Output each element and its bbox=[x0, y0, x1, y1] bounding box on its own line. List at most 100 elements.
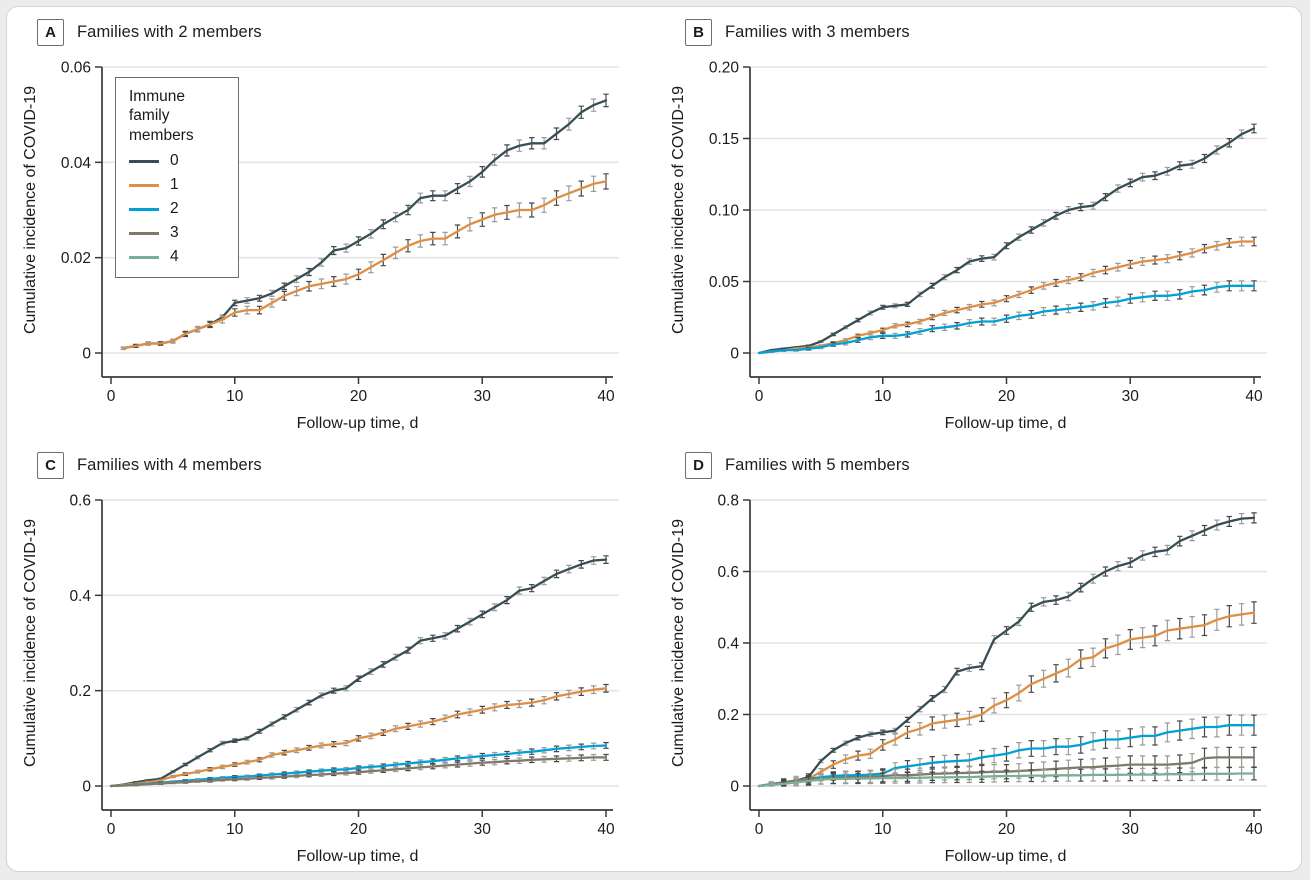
y-tick-label: 0.4 bbox=[717, 636, 739, 653]
panel-c: C Families with 4 members 0 0.2 0.4 0.6 0 10 2… bbox=[7, 440, 655, 873]
y-axis-title: Cumulative incidence of COVID-19 bbox=[670, 519, 687, 767]
y-tick-label: 0.10 bbox=[709, 203, 740, 220]
x-tick-label: 10 bbox=[874, 821, 892, 838]
panel-b-header: B Families with 3 members bbox=[685, 18, 1303, 46]
legend-swatch-line bbox=[129, 159, 159, 163]
series-line-1 bbox=[757, 611, 1256, 788]
y-tick-label: 0.4 bbox=[69, 588, 91, 605]
legend-entry: 2 bbox=[129, 200, 226, 218]
y-axis-title: Cumulative incidence of COVID-19 bbox=[22, 519, 39, 767]
panel-c-title: Families with 4 members bbox=[77, 455, 262, 474]
series-line-2 bbox=[109, 744, 608, 788]
series-line-1 bbox=[757, 240, 1256, 355]
panel-b-title: Families with 3 members bbox=[725, 22, 910, 41]
y-tick-label: 0.06 bbox=[61, 60, 91, 77]
panel-a-header: A Families with 2 members bbox=[37, 18, 655, 46]
series-line-1 bbox=[109, 687, 608, 788]
legend-entries: 0 1 2 3 4 bbox=[129, 152, 226, 266]
x-tick-label: 10 bbox=[874, 388, 892, 405]
x-tick-label: 20 bbox=[350, 821, 368, 838]
panel-d: D Families with 5 members 0 0.2 0.4 0.6 0.8 0… bbox=[655, 440, 1303, 873]
y-tick-label: 0.05 bbox=[709, 274, 739, 291]
panels-grid: A Families with 2 members 0 0.02 0.04 0.06 0… bbox=[7, 7, 1303, 873]
x-tick-label: 0 bbox=[755, 388, 764, 405]
error-bars-light bbox=[120, 556, 597, 786]
y-tick-label: 0 bbox=[730, 779, 739, 796]
y-tick-label: 0.6 bbox=[69, 493, 91, 510]
series-line-0 bbox=[109, 558, 608, 788]
x-tick-label: 10 bbox=[226, 388, 244, 405]
figure-card: A Families with 2 members 0 0.02 0.04 0.06 0… bbox=[6, 6, 1302, 872]
panel-d-plot: 0 0.2 0.4 0.6 0.8 0 10 20 30 40 Follow-up time, d C… bbox=[670, 493, 1267, 865]
y-axis-title: Cumulative incidence of COVID-19 bbox=[22, 86, 39, 334]
series-line-3 bbox=[109, 756, 608, 788]
panel-b-letter: B bbox=[685, 18, 712, 46]
y-tick-label: 0.6 bbox=[717, 564, 739, 581]
y-tick-label: 0.2 bbox=[717, 707, 739, 724]
legend-entry: 3 bbox=[129, 224, 226, 242]
y-tick-label: 0.8 bbox=[717, 493, 739, 510]
x-tick-label: 0 bbox=[107, 821, 116, 838]
x-tick-label: 20 bbox=[998, 821, 1016, 838]
error-bars-light bbox=[768, 513, 1245, 786]
legend-swatch-line bbox=[129, 207, 159, 211]
panel-a: A Families with 2 members 0 0.02 0.04 0.06 0… bbox=[7, 7, 655, 440]
x-axis-title: Follow-up time, d bbox=[297, 415, 419, 432]
legend-entry: 4 bbox=[129, 248, 226, 266]
y-axis-title: Cumulative incidence of COVID-19 bbox=[670, 86, 687, 334]
series-line-0 bbox=[757, 127, 1256, 355]
panel-b-plot: 0 0.05 0.10 0.15 0.20 0 10 20 30 40 Follow-up time… bbox=[670, 60, 1267, 432]
x-tick-label: 30 bbox=[474, 388, 492, 405]
panel-b: B Families with 3 members 0 0.05 0.10 0.15 0… bbox=[655, 7, 1303, 440]
x-tick-label: 40 bbox=[1245, 821, 1263, 838]
y-tick-label: 0.02 bbox=[61, 250, 91, 267]
series-line-2 bbox=[757, 724, 1256, 788]
x-tick-label: 40 bbox=[597, 821, 615, 838]
panel-a-letter: A bbox=[37, 18, 64, 46]
y-tick-label: 0 bbox=[82, 346, 91, 363]
legend-entry-label: 3 bbox=[170, 224, 179, 242]
x-tick-label: 40 bbox=[1245, 388, 1263, 405]
y-tick-label: 0 bbox=[730, 346, 739, 363]
x-tick-label: 30 bbox=[474, 821, 492, 838]
series-line-0 bbox=[757, 516, 1256, 788]
series-line-4 bbox=[757, 772, 1256, 788]
panel-d-title: Families with 5 members bbox=[725, 455, 910, 474]
legend-entry-label: 4 bbox=[170, 248, 179, 266]
x-axis-title: Follow-up time, d bbox=[297, 848, 419, 865]
x-axis-title: Follow-up time, d bbox=[945, 415, 1067, 432]
legend-entry: 0 bbox=[129, 152, 226, 170]
y-tick-label: 0.04 bbox=[61, 155, 92, 172]
panel-d-header: D Families with 5 members bbox=[685, 451, 1303, 479]
legend-entry-label: 1 bbox=[170, 176, 179, 194]
y-tick-label: 0.2 bbox=[69, 683, 91, 700]
legend-entry-label: 0 bbox=[170, 152, 179, 170]
x-tick-label: 10 bbox=[226, 821, 244, 838]
series-line-1 bbox=[122, 180, 608, 350]
legend-swatch-line bbox=[129, 183, 159, 187]
legend-entry-label: 2 bbox=[170, 200, 179, 218]
legend-title: Immune family members bbox=[129, 88, 194, 144]
x-tick-label: 40 bbox=[597, 388, 615, 405]
x-axis-title: Follow-up time, d bbox=[945, 848, 1067, 865]
x-tick-label: 20 bbox=[998, 388, 1016, 405]
legend-swatch-line bbox=[129, 255, 159, 259]
panel-a-title: Families with 2 members bbox=[77, 22, 262, 41]
panel-c-header: C Families with 4 members bbox=[37, 451, 655, 479]
legend: Immune family members 0 1 2 3 4 bbox=[115, 77, 239, 279]
x-tick-label: 0 bbox=[107, 388, 116, 405]
x-tick-label: 30 bbox=[1122, 821, 1140, 838]
x-tick-label: 0 bbox=[755, 821, 764, 838]
y-tick-label: 0.15 bbox=[709, 131, 739, 148]
x-tick-label: 20 bbox=[350, 388, 368, 405]
legend-swatch-line bbox=[129, 231, 159, 235]
series-line-2 bbox=[757, 284, 1256, 355]
legend-entry: 1 bbox=[129, 176, 226, 194]
panel-d-letter: D bbox=[685, 451, 712, 479]
panel-c-plot: 0 0.2 0.4 0.6 0 10 20 30 40 Follow-up time, d Cumu… bbox=[22, 493, 619, 865]
panel-c-letter: C bbox=[37, 451, 64, 479]
y-tick-label: 0.20 bbox=[709, 60, 740, 77]
y-tick-label: 0 bbox=[82, 779, 91, 796]
